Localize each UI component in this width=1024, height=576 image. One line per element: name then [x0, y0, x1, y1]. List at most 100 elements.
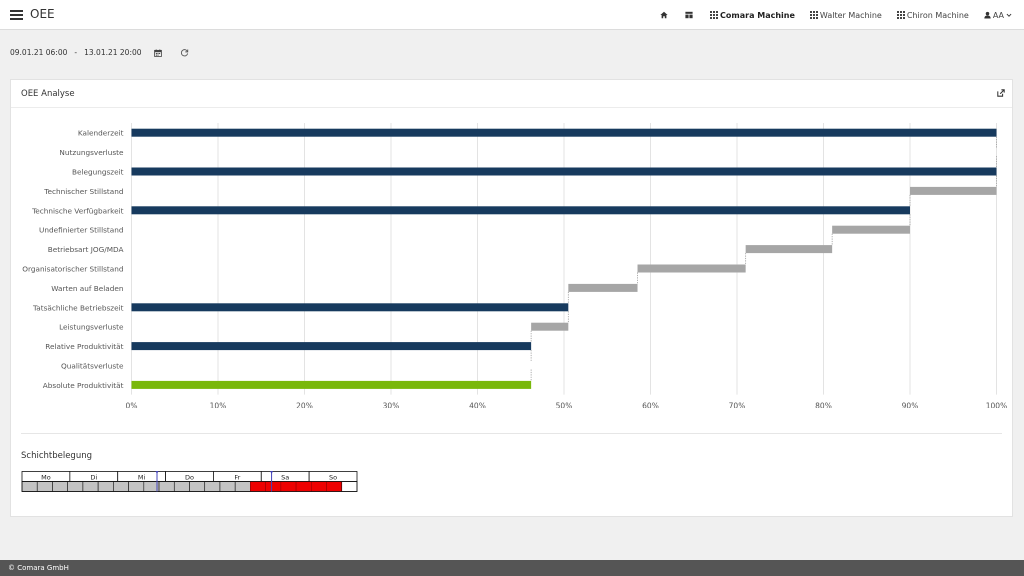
category-label: Tatsächliche Betriebszeit [32, 303, 124, 312]
calendar-icon[interactable] [153, 48, 162, 57]
x-tick-label: 30% [383, 402, 400, 408]
top-navigation-bar: OEE Comara Machine Walter Machine Chiron… [0, 0, 1024, 30]
oee-waterfall-chart: 0% 10% 20% 30% 40% 50% 60% 70% 80% 90% 100% Kalende… [11, 108, 1012, 411]
hamburger-menu-icon[interactable] [10, 10, 23, 20]
category-label: Organisatorischer Stillstand [22, 265, 123, 274]
shift-slot [21, 481, 38, 492]
nav-label: Walter Machine [819, 10, 882, 20]
total-bar [131, 303, 569, 312]
result-bar [131, 380, 532, 389]
section-divider [21, 433, 1002, 434]
category-label: Belegungszeit [72, 168, 124, 177]
category-label: Nutzungsverluste [59, 148, 124, 157]
date-range-start[interactable]: 09.01.21 06:00 [10, 48, 68, 57]
day-label: Mi [138, 474, 146, 482]
user-menu[interactable]: AA [984, 11, 1014, 20]
shift-slot [82, 481, 99, 492]
x-tick-label: 80% [815, 402, 832, 408]
x-tick-label: 60% [642, 402, 659, 408]
category-label: Warten auf Beladen [51, 284, 123, 293]
total-bar [131, 128, 997, 137]
date-range-separator: - [74, 48, 78, 57]
footer: © Comara GmbH [0, 560, 1024, 576]
shift-slot [219, 481, 236, 492]
day-label: Do [185, 474, 194, 482]
x-tick-label: 100% [986, 402, 1007, 408]
category-label: Technische Verfügbarkeit [31, 206, 124, 215]
card-header: OEE Analyse [11, 80, 1012, 108]
shift-section-title: Schichtbelegung [21, 451, 92, 461]
x-tick-label: 90% [902, 402, 919, 408]
date-range: 09.01.21 06:00 - 13.01.21 20:00 [10, 48, 189, 57]
nav-comara-machine[interactable]: Comara Machine [710, 11, 795, 20]
total-bar [131, 206, 910, 215]
loss-bar [832, 225, 910, 234]
day-label: Di [90, 474, 97, 482]
category-label: Absolute Produktivität [43, 381, 124, 390]
category-label: Leistungsverluste [59, 323, 124, 332]
nav-chiron-machine[interactable]: Chiron Machine [896, 10, 969, 20]
shift-occupancy-timeline: Mo Di Mi Do Fr Sa So [21, 471, 361, 503]
grid-icon [710, 11, 719, 19]
shift-slot [234, 481, 251, 492]
shift-slot [36, 481, 53, 492]
total-bar [131, 167, 997, 176]
shift-slot [326, 481, 343, 492]
date-range-end[interactable]: 13.01.21 20:00 [84, 48, 142, 57]
x-tick-label: 40% [469, 402, 486, 408]
external-link-icon[interactable] [997, 89, 1005, 97]
x-tick-label: 50% [556, 402, 573, 408]
shift-slot [265, 481, 282, 492]
day-label: Mo [41, 474, 51, 482]
shift-slot [128, 481, 145, 492]
shift-slot [52, 481, 68, 492]
chevron-down-icon [1006, 13, 1012, 17]
grid-icon [896, 11, 905, 19]
loss-bar [568, 283, 638, 292]
refresh-icon[interactable] [180, 48, 189, 57]
shift-slot [280, 481, 297, 492]
main-nav: Comara Machine Walter Machine Chiron Mac… [645, 0, 1014, 30]
day-label: Sa [281, 474, 289, 482]
loss-bar [745, 245, 833, 254]
shift-slot [158, 481, 175, 492]
total-bar [131, 342, 532, 351]
category-label: Undefinierter Stillstand [39, 226, 123, 235]
oee-analysis-card: OEE Analyse 0% 10% 20% 30% 40% 50% 60% 70% 80% 90… [10, 79, 1013, 517]
dashboard-icon [685, 11, 693, 19]
card-title: OEE Analyse [21, 89, 75, 99]
x-tick-label: 20% [296, 402, 313, 408]
loss-bar [637, 264, 746, 273]
loss-bar [910, 186, 997, 195]
x-tick-label: 70% [729, 402, 746, 408]
shift-slot [97, 481, 114, 492]
oee-chart-svg: 0% 10% 20% 30% 40% 50% 60% 70% 80% 90% 100% Kalende… [22, 123, 1007, 411]
nav-walter-machine[interactable]: Walter Machine [809, 10, 882, 20]
category-label: Betriebsart JOG/MDA [48, 245, 124, 254]
shift-slot [67, 481, 84, 492]
category-label: Relative Produktivität [45, 342, 123, 351]
nav-dashboard[interactable] [685, 11, 695, 19]
shift-timeline-svg: Mo Di Mi Do Fr Sa So [21, 471, 358, 492]
shift-slot [250, 481, 266, 492]
user-icon [984, 11, 991, 19]
shift-slot [173, 481, 190, 492]
app-title: OEE [30, 7, 55, 21]
category-label: Kalenderzeit [78, 129, 124, 138]
time-marker-icon [155, 471, 159, 474]
user-initials: AA [992, 10, 1004, 20]
day-label: Fr [234, 474, 240, 482]
shift-slot [113, 481, 129, 492]
nav-label: Comara Machine [720, 10, 795, 20]
grid-icon [809, 11, 818, 19]
shift-slot [295, 481, 312, 492]
x-tick-label: 10% [210, 402, 227, 408]
time-marker-icon [270, 471, 274, 474]
category-label: Technischer Stillstand [43, 187, 123, 196]
home-icon [660, 11, 668, 19]
day-label: So [329, 474, 337, 482]
nav-home[interactable] [660, 11, 670, 19]
loss-bar [531, 322, 569, 331]
shift-row-border [21, 481, 358, 492]
nav-label: Chiron Machine [906, 10, 969, 20]
